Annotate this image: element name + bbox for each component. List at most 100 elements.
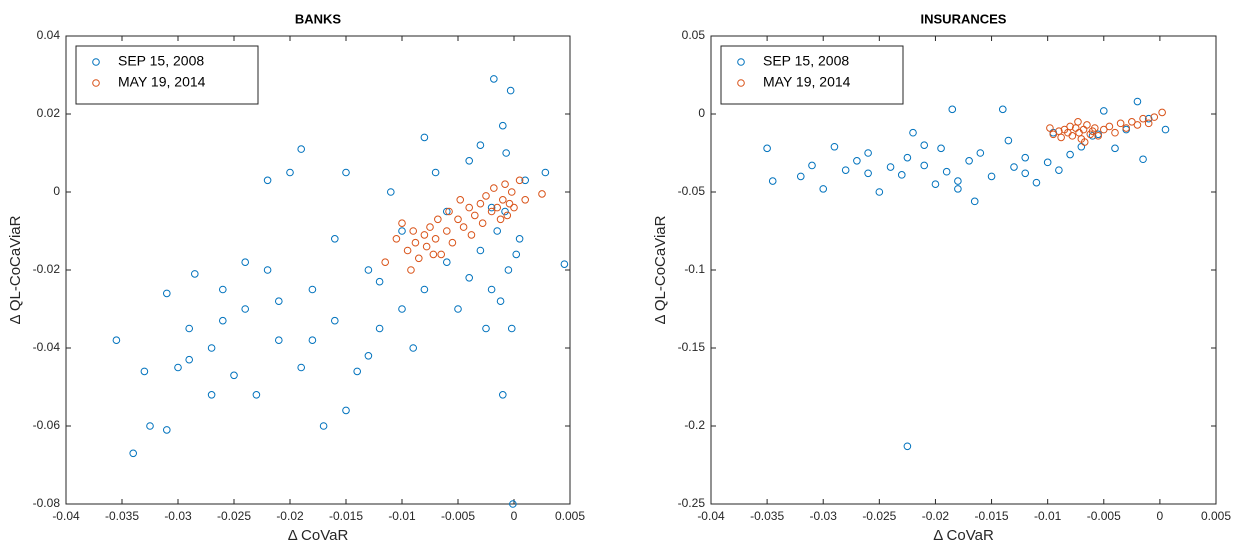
y-tick-label: 0 (53, 184, 60, 198)
scatter-point (1074, 118, 1082, 126)
y-tick-label: 0.05 (682, 28, 706, 42)
x-tick-label: 0.005 (555, 509, 585, 523)
scatter-point (1055, 166, 1063, 174)
scatter-point (920, 141, 929, 149)
scatter-point (1133, 121, 1142, 129)
x-tick-label: 0 (1157, 509, 1164, 523)
scatter-point (1088, 132, 1097, 140)
scatter-point (487, 203, 496, 212)
scatter-point (331, 316, 339, 325)
scatter-point (499, 121, 507, 130)
scatter-point (490, 184, 498, 192)
scatter-point (1080, 138, 1089, 146)
x-tick-label: -0.02 (922, 509, 950, 523)
scatter-point (496, 297, 505, 306)
scatter-point (501, 180, 509, 188)
scatter-point (448, 238, 457, 247)
scatter-point (482, 192, 490, 200)
scatter-point (297, 363, 306, 372)
scatter-point (454, 305, 462, 313)
scatter-point (411, 238, 420, 247)
scatter-point (948, 105, 957, 114)
scatter-point (445, 207, 453, 216)
y-tick-label: 0 (698, 106, 705, 120)
scatter-point (1049, 130, 1058, 139)
scatter-point (403, 246, 412, 255)
y-tick-label: -0.1 (684, 262, 705, 276)
scatter-point (487, 285, 496, 294)
scatter-point (443, 258, 451, 267)
scatter-point (507, 324, 516, 333)
scatter-point (426, 223, 434, 231)
scatter-point (163, 289, 171, 298)
plot-area (711, 36, 1216, 504)
scatter-point (920, 161, 929, 170)
scatter-point (1099, 125, 1108, 134)
scatter-point (853, 157, 861, 165)
y-tick-label: -0.05 (678, 184, 706, 198)
y-tick-label: -0.25 (678, 496, 706, 510)
x-tick-label: -0.015 (329, 509, 363, 523)
scatter-point (1066, 122, 1074, 131)
scatter-point (398, 227, 406, 235)
chart-title: BANKS (295, 11, 342, 26)
scatter-point (808, 161, 816, 170)
scatter-point (431, 168, 440, 177)
scatter-point (407, 266, 415, 274)
scatter-point (1010, 163, 1018, 171)
scatter-point (129, 449, 137, 458)
x-tick-label: -0.015 (975, 509, 1009, 523)
x-tick-label: 0 (511, 509, 518, 523)
scatter-point (503, 211, 512, 220)
scatter-point (1066, 150, 1074, 159)
scatter-point (509, 500, 517, 508)
scatter-point (241, 258, 249, 267)
x-tick-label: -0.02 (276, 509, 304, 523)
scatter-point (409, 344, 418, 352)
legend-box (720, 45, 904, 105)
scatter-point (467, 231, 476, 239)
scatter-point (506, 86, 515, 95)
scatter-point (443, 227, 451, 235)
scatter-point (1158, 108, 1166, 117)
x-tick-label: -0.035 (105, 509, 139, 523)
scatter-point (308, 285, 317, 294)
scatter-point (970, 197, 979, 206)
scatter-point (1046, 124, 1054, 132)
scatter-point (207, 391, 216, 399)
scatter-point (263, 266, 272, 274)
scatter-point (308, 336, 317, 345)
legend-marker (92, 79, 100, 87)
scatter-point (499, 196, 507, 204)
scatter-point (219, 316, 227, 325)
scatter-point (456, 196, 465, 204)
scatter-point (478, 219, 487, 227)
scatter-point (392, 235, 401, 243)
scatter-point (241, 305, 249, 313)
scatter-point (342, 406, 350, 415)
scatter-point (471, 211, 479, 220)
scatter-point (796, 172, 805, 181)
scatter-point (422, 242, 431, 251)
scatter-point (465, 274, 474, 282)
y-tick-label: 0.04 (37, 28, 61, 42)
legend-label: SEP 15, 2008 (118, 53, 204, 69)
y-tick-label: -0.15 (678, 340, 706, 354)
scatter-point (482, 324, 490, 333)
x-axis-label: Δ CoVaR (933, 527, 994, 544)
scatter-point (909, 128, 917, 137)
scatter-point (420, 285, 429, 294)
scatter-point (512, 250, 521, 259)
legend-label: MAY 19, 2014 (118, 74, 206, 90)
scatter-point (886, 163, 895, 171)
scatter-point (954, 177, 962, 185)
scatter-point (252, 391, 261, 399)
scatter-point (364, 352, 373, 360)
scatter-point (515, 235, 524, 243)
scatter-point (375, 324, 384, 333)
scatter-point (1004, 136, 1013, 145)
scatter-point (375, 277, 384, 286)
scatter-point (185, 355, 193, 364)
scatter-point (1116, 119, 1125, 128)
